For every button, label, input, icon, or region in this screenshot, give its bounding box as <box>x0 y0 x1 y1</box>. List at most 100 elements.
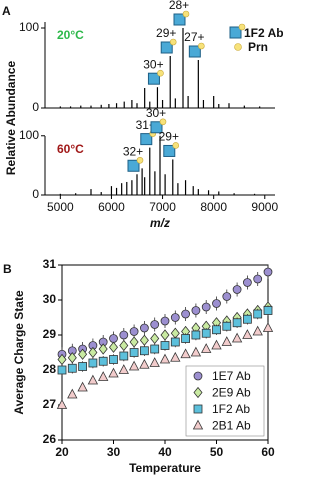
marker <box>222 321 232 331</box>
antibody-icon <box>127 159 140 172</box>
marker <box>232 285 242 294</box>
marker <box>262 322 274 332</box>
marker <box>108 341 119 353</box>
marker <box>139 334 149 346</box>
y-tick-label: 27 <box>43 397 57 411</box>
antibody-icon <box>188 45 201 58</box>
antibody-icon <box>150 121 163 134</box>
legend-label: 1E7 Ab <box>212 369 251 383</box>
marker <box>78 362 87 371</box>
peak-label: 27+ <box>184 30 204 44</box>
peak-label: 32+ <box>123 144 143 158</box>
marker <box>139 323 149 333</box>
y-tick-label: 0 <box>32 187 39 201</box>
marker <box>67 352 77 364</box>
marker <box>128 360 140 371</box>
temperature-label: 20°C <box>57 28 84 42</box>
marker <box>109 355 118 364</box>
y-tick-label: 26 <box>43 432 57 446</box>
prn-icon <box>234 43 242 51</box>
marker <box>57 353 67 366</box>
prn-icon <box>157 69 164 77</box>
marker <box>67 363 77 373</box>
x-tick-label: 5000 <box>47 200 74 214</box>
x-tick-label: 40 <box>158 445 172 459</box>
x-tick-label: 8000 <box>200 200 227 214</box>
panel-label: A <box>2 4 11 18</box>
marker <box>98 356 108 366</box>
marker <box>129 348 139 357</box>
marker <box>98 371 109 381</box>
marker <box>150 344 160 354</box>
peak-label: 30+ <box>146 106 166 120</box>
peak-label: 28+ <box>169 0 189 12</box>
marker <box>222 292 232 301</box>
marker <box>263 267 273 277</box>
y-tick-label: 100 <box>19 20 39 34</box>
marker <box>57 365 67 375</box>
marker <box>211 339 222 350</box>
marker <box>56 399 68 409</box>
marker <box>67 388 78 399</box>
page: {"chart_data": [ {"type": "spectrum", "p… <box>2 0 283 476</box>
marker <box>201 343 212 353</box>
marker <box>242 329 253 339</box>
marker <box>87 374 99 385</box>
prn-icon <box>172 142 180 149</box>
x-tick-label: 20 <box>55 445 69 459</box>
marker <box>242 314 252 324</box>
marker <box>149 357 160 367</box>
x-axis-label: m/z <box>150 216 170 230</box>
legend-label: 1F2 Ab <box>212 402 250 416</box>
prn-icon <box>169 38 177 46</box>
x-tick-label: 60 <box>261 445 275 459</box>
marker <box>170 313 180 322</box>
marker <box>150 320 160 329</box>
peak-label: 29+ <box>159 130 179 144</box>
antibody-icon <box>140 133 153 146</box>
antibody-icon <box>147 72 160 85</box>
peak-label: 29+ <box>156 26 176 40</box>
marker <box>192 419 204 430</box>
marker <box>159 353 171 364</box>
marker <box>212 325 221 335</box>
marker <box>253 274 263 284</box>
prn-icon <box>238 23 246 31</box>
y-tick-label: 30 <box>43 292 57 306</box>
marker <box>190 346 202 357</box>
marker <box>181 309 191 319</box>
marker <box>98 343 108 355</box>
marker <box>193 371 203 381</box>
marker <box>88 358 98 368</box>
y-tick-label: 0 <box>32 100 39 114</box>
prn-icon <box>198 42 205 50</box>
marker <box>263 306 273 315</box>
marker <box>139 358 150 369</box>
marker <box>129 327 139 336</box>
marker <box>221 336 232 346</box>
antibody-icon <box>160 41 173 54</box>
marker <box>160 341 170 350</box>
antibody-icon <box>173 13 186 26</box>
marker <box>191 330 201 340</box>
temperature-label: 60°C <box>57 142 84 156</box>
marker <box>252 325 263 336</box>
marker <box>160 329 170 341</box>
marker <box>191 306 201 315</box>
y-tick-label: 100 <box>19 128 39 142</box>
prn-icon <box>159 118 167 126</box>
marker <box>150 332 160 345</box>
y-axis-label: Relative Abundance <box>4 61 18 176</box>
marker <box>109 334 118 343</box>
peak-label: 30+ <box>143 57 163 71</box>
marker <box>77 381 88 392</box>
antibody-icon <box>229 26 242 39</box>
legend-label: 2E9 Ab <box>212 386 251 400</box>
marker <box>170 351 181 362</box>
marker <box>129 336 139 348</box>
marker <box>88 346 98 359</box>
prn-icon <box>182 10 190 18</box>
marker <box>181 334 191 343</box>
prn-icon <box>136 156 144 164</box>
